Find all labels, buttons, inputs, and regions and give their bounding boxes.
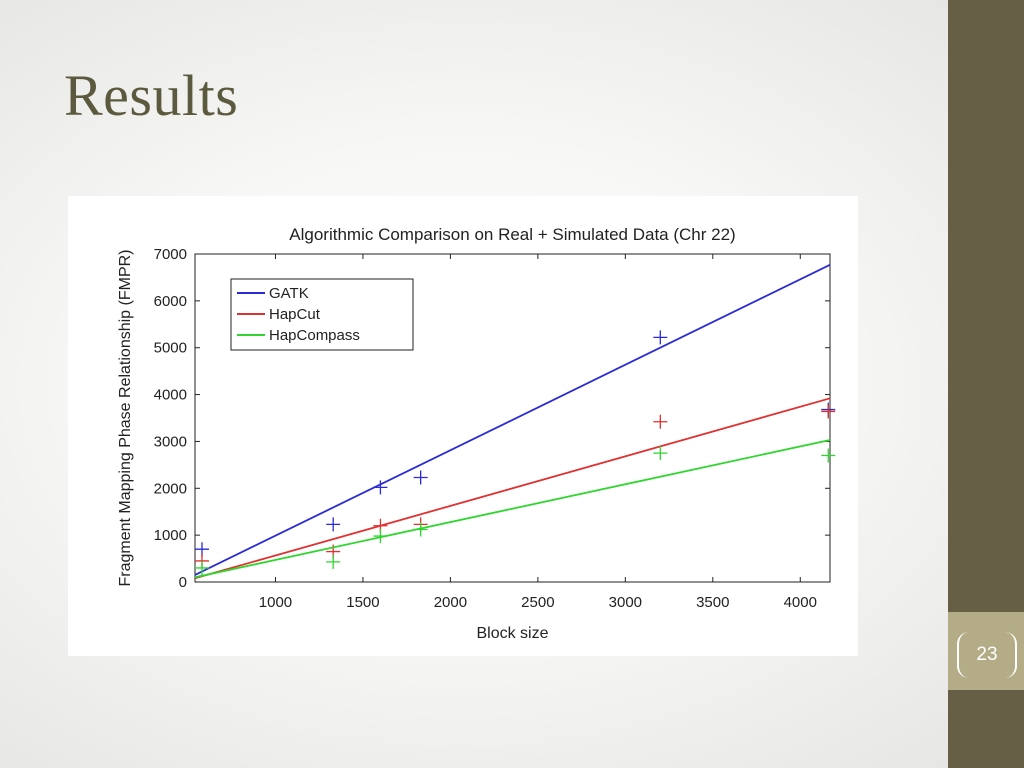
fit-line-gatk <box>194 263 831 576</box>
data-point-hapcompass <box>653 446 668 461</box>
data-point-gatk <box>413 470 428 485</box>
x-tick-label: 2500 <box>521 594 554 611</box>
y-tick-label: 5000 <box>154 340 187 357</box>
y-tick-label: 6000 <box>154 293 187 310</box>
plot-frame <box>194 253 831 583</box>
data-point-hapcompass <box>413 522 428 537</box>
y-tick-label: 7000 <box>154 246 187 263</box>
data-point-gatk <box>194 542 209 557</box>
page-number: 23 <box>976 644 998 665</box>
y-tick-label: 0 <box>179 574 187 591</box>
data-point-hapcut <box>821 404 836 419</box>
data-point-gatk <box>326 517 341 532</box>
legend-label-hapcompass: HapCompass <box>269 327 360 344</box>
x-tick-label: 4000 <box>784 594 817 611</box>
x-tick-label: 3000 <box>609 594 642 611</box>
data-point-gatk <box>373 480 388 495</box>
page-number-box <box>948 612 1024 690</box>
y-tick-label: 1000 <box>154 527 187 544</box>
y-tick-label: 2000 <box>154 480 187 497</box>
slide-title: Results <box>64 63 239 128</box>
chart-title: Algorithmic Comparison on Real + Simulat… <box>289 225 735 244</box>
x-axis-label: Block size <box>476 625 548 642</box>
x-tick-label: 1000 <box>259 594 292 611</box>
legend-label-gatk: GATK <box>269 285 309 302</box>
x-tick-label: 2000 <box>434 594 467 611</box>
y-tick-label: 4000 <box>154 387 187 404</box>
data-point-hapcompass <box>194 560 209 575</box>
y-tick-label: 3000 <box>154 433 187 450</box>
fit-line-hapcut <box>194 397 831 580</box>
chart-panel: Algorithmic Comparison on Real + Simulat… <box>68 196 858 656</box>
data-point-gatk <box>653 330 668 345</box>
x-tick-label: 1500 <box>346 594 379 611</box>
page-number-badge: 23 <box>957 632 1017 678</box>
data-point-hapcompass <box>821 448 836 463</box>
data-point-hapcompass <box>373 529 388 544</box>
y-axis-label: Fragment Mapping Phase Relationship (FMP… <box>117 249 134 586</box>
fit-line-hapcompass <box>194 439 831 579</box>
legend-label-hapcut: HapCut <box>269 306 321 323</box>
chart: Algorithmic Comparison on Real + Simulat… <box>117 225 836 642</box>
data-point-hapcompass <box>326 554 341 569</box>
data-point-hapcut <box>653 414 668 429</box>
x-tick-label: 3500 <box>696 594 729 611</box>
